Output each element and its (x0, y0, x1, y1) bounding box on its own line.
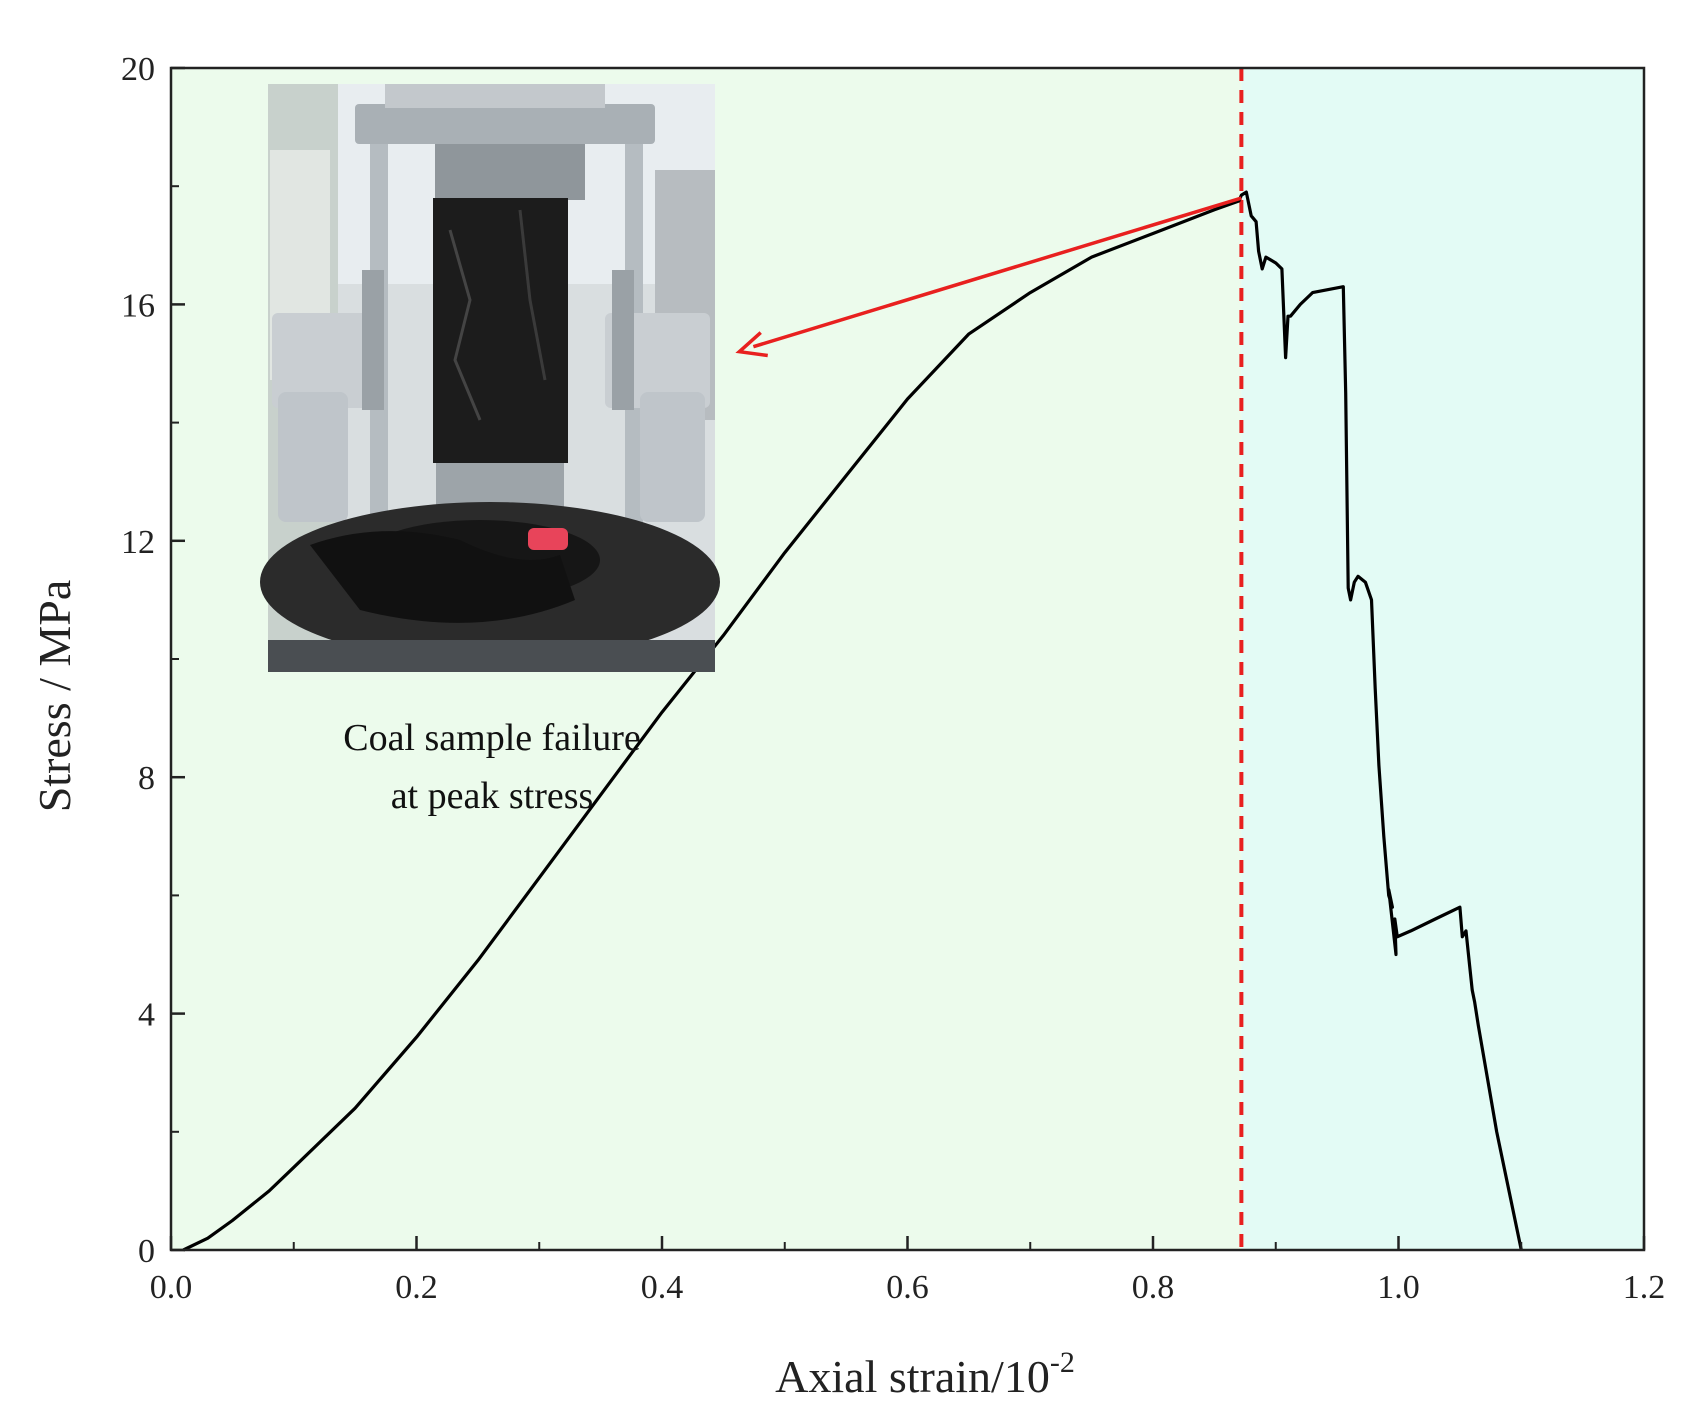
annotation-arrow-line (752, 196, 1242, 349)
x-axis-title-exponent: -2 (1050, 1346, 1075, 1379)
y-tick-label: 20 (121, 51, 155, 88)
annotation-arrow-head (735, 331, 768, 358)
x-tick-label: 1.2 (1623, 1269, 1666, 1306)
curve-layer (182, 190, 1523, 1252)
post-peak-region (1241, 68, 1644, 1250)
x-axis-title-text: Axial strain/10 (775, 1351, 1050, 1402)
x-axis-title: Axial strain/10-2 (775, 1346, 1075, 1402)
x-tick-label: 0.2 (395, 1269, 438, 1306)
y-axis-title: Stress / MPa (29, 580, 80, 813)
y-tick-label: 12 (121, 524, 155, 561)
annotation-arrow-layer (735, 196, 1242, 358)
annotation-text-line1: Coal sample failure (343, 717, 641, 759)
x-tick-label: 1.0 (1377, 1269, 1420, 1306)
y-tick-label: 0 (138, 1233, 155, 1270)
x-tick-label: 0.8 (1132, 1269, 1175, 1306)
stress-strain-curve (182, 190, 1523, 1252)
y-tick-label: 16 (121, 287, 155, 324)
ticks: 0.0 0.2 0.4 0.6 0.8 1.0 1.2 0 4 8 12 16 20 (121, 51, 1665, 1306)
y-tick-label: 8 (138, 760, 155, 797)
coal-sample-failure-photo (260, 84, 720, 672)
x-tick-label: 0.4 (641, 1269, 684, 1306)
x-tick-label: 0.6 (886, 1269, 929, 1306)
y-tick-label: 4 (138, 997, 155, 1034)
annotation-text-line2: at peak stress (391, 775, 594, 817)
x-tick-label: 0.0 (150, 1269, 193, 1306)
